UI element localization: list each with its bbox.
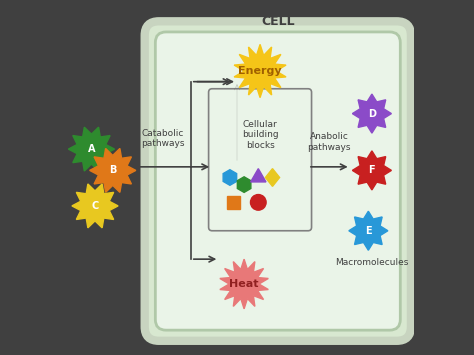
Text: Catabolic
pathways: Catabolic pathways	[141, 129, 184, 148]
Polygon shape	[352, 151, 392, 190]
Text: Energy: Energy	[238, 66, 282, 76]
Polygon shape	[352, 94, 392, 133]
FancyBboxPatch shape	[155, 32, 401, 330]
Text: F: F	[369, 165, 375, 175]
Text: CELL: CELL	[261, 15, 295, 28]
Polygon shape	[68, 127, 115, 171]
FancyBboxPatch shape	[145, 21, 411, 341]
Polygon shape	[90, 148, 136, 192]
Text: Macromolecules: Macromolecules	[335, 258, 409, 267]
Polygon shape	[265, 169, 280, 186]
Text: Cellular
building
blocks: Cellular building blocks	[242, 120, 278, 150]
Text: E: E	[365, 226, 372, 236]
Text: D: D	[368, 109, 376, 119]
Circle shape	[250, 195, 266, 210]
Polygon shape	[349, 211, 388, 250]
Text: C: C	[91, 201, 99, 211]
Bar	[227, 196, 240, 209]
Polygon shape	[237, 177, 251, 192]
Polygon shape	[251, 169, 266, 182]
Polygon shape	[220, 259, 268, 309]
Text: Food: Food	[73, 233, 96, 243]
Text: Anabolic
pathways: Anabolic pathways	[308, 132, 351, 152]
Polygon shape	[234, 44, 286, 98]
Polygon shape	[72, 184, 118, 228]
Text: Heat: Heat	[229, 279, 259, 289]
Polygon shape	[223, 170, 237, 185]
Text: A: A	[88, 144, 95, 154]
Text: B: B	[109, 165, 117, 175]
